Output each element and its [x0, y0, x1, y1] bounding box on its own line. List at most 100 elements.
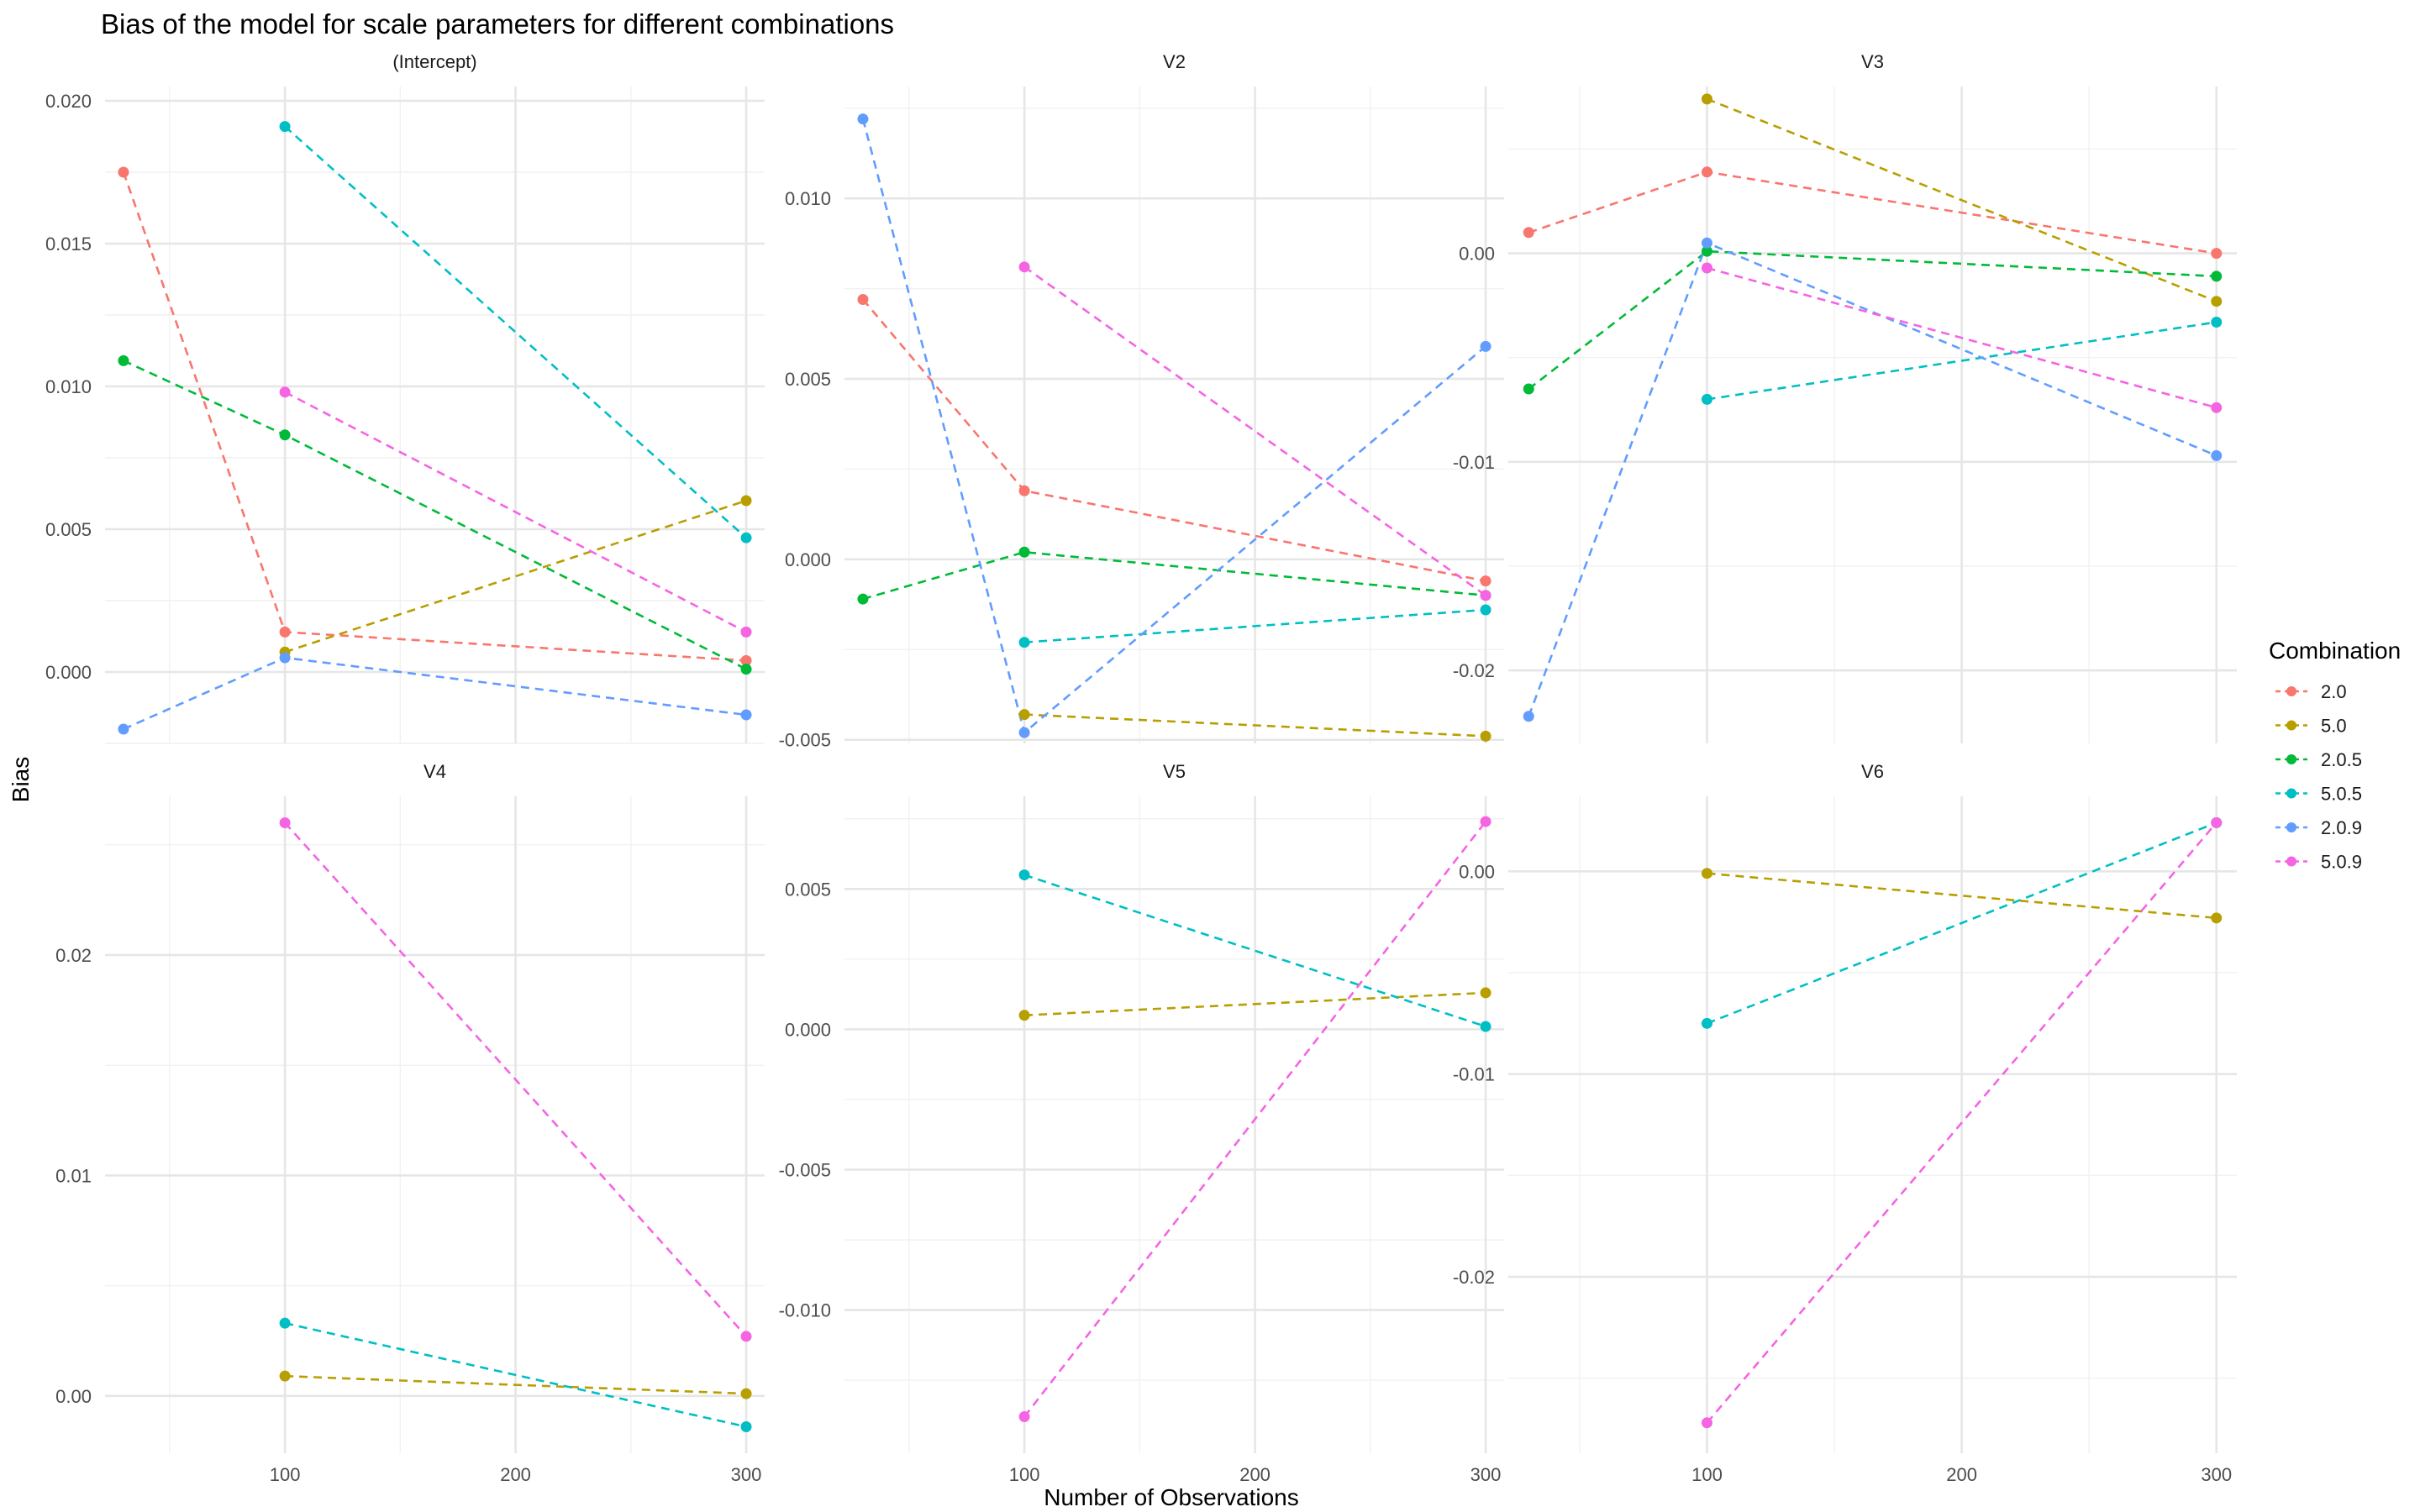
data-point-5-0-9	[1701, 1417, 1712, 1429]
y-tick-label: 0.010	[785, 188, 831, 209]
data-point-2-0	[1018, 485, 1030, 496]
panel-strip-label: V3	[1861, 51, 1884, 72]
data-point-5-0	[1018, 709, 1030, 721]
data-point-5-0	[1018, 1010, 1030, 1021]
legend-item-5-0-5: 5.0.5	[2275, 784, 2362, 805]
legend-label: 2.0	[2321, 681, 2347, 702]
series-line-5-0-5	[284, 125, 747, 539]
x-axis-title: Number of Observations	[1044, 1484, 1298, 1510]
series-line-2-0	[862, 298, 1486, 582]
legend-item-5-0: 5.0	[2275, 716, 2347, 737]
legend-label: 5.0.5	[2321, 784, 2362, 805]
y-tick-label: 0.000	[785, 1019, 831, 1040]
panel-v6: V6 -0.02 -0.01 0.00 100 200 300	[1453, 761, 2237, 1485]
data-point-5-0-5	[740, 532, 752, 543]
data-point-5-0-9	[1018, 1411, 1030, 1423]
series-line-5-0	[1707, 97, 2217, 302]
legend-key-point	[2286, 822, 2296, 832]
series-line-5-0-5	[1024, 608, 1486, 643]
panel-v3: V3 -0.02 -0.01 0.00	[1453, 51, 2237, 743]
data-point-2-0	[2211, 248, 2223, 260]
data-point-5-0	[2211, 296, 2223, 307]
data-point-5-0	[740, 495, 752, 507]
y-tick-label: 0.015	[45, 234, 92, 255]
y-axis-title: Bias	[8, 757, 34, 802]
legend-key-point	[2286, 788, 2296, 799]
legend-key-point	[2286, 686, 2296, 696]
data-point-5-0-5	[1480, 604, 1491, 616]
panel-v5: V5 -0.010 -0.005 0.000 0.005 100 200 300	[779, 761, 1504, 1485]
data-point-2-0-9	[1018, 727, 1030, 738]
series-line-5-0-9	[1707, 266, 2217, 409]
y-tick-label: 0.02	[55, 945, 92, 966]
data-point-5-0-5	[279, 121, 291, 133]
data-point-5-0	[1701, 93, 1712, 105]
legend-item-5-0-9: 5.0.9	[2275, 852, 2362, 873]
y-tick-label: 0.000	[785, 549, 831, 570]
series-line-5-0	[285, 1374, 747, 1395]
y-tick-label: -0.005	[779, 730, 831, 751]
data-point-2-0-9	[118, 723, 129, 735]
x-tick-label: 200	[1239, 1464, 1270, 1485]
legend-label: 2.0.5	[2321, 749, 2362, 770]
series-line-5-0-9	[284, 822, 747, 1337]
y-tick-label: -0.02	[1453, 660, 1495, 681]
data-point-2-0-5	[118, 354, 129, 366]
data-point-2-0-5	[2211, 270, 2223, 282]
data-point-2-0-9	[279, 652, 291, 664]
series-line-2-0-9	[123, 656, 747, 731]
y-tick-label: -0.01	[1453, 1064, 1495, 1085]
series-line-2-0	[122, 171, 747, 662]
y-tick-label: -0.005	[779, 1159, 831, 1180]
series-line-5-0-5	[284, 1321, 747, 1428]
data-point-5-0-5	[1018, 869, 1030, 881]
data-point-2-0-5	[1701, 245, 1712, 257]
panel-v4: V4 0.00 0.01 0.02 100 200 300	[55, 761, 765, 1485]
data-point-5-0	[1480, 987, 1491, 999]
data-point-2-0-9	[1701, 237, 1712, 249]
data-point-5-0-5	[1018, 637, 1030, 648]
data-point-2-0	[1701, 166, 1712, 178]
data-point-5-0	[2211, 912, 2223, 924]
series-line-2-0-5	[123, 360, 747, 670]
panel-strip-label: V2	[1163, 51, 1186, 72]
x-tick-label: 300	[2201, 1464, 2232, 1485]
series-line-2-0-5	[862, 550, 1486, 601]
y-tick-label: -0.02	[1453, 1267, 1495, 1288]
data-point-5-0-9	[279, 816, 291, 828]
data-point-2-0-5	[279, 429, 291, 441]
data-point-2-0	[118, 166, 129, 178]
data-point-2-0-9	[857, 113, 869, 125]
x-tick-label: 100	[1009, 1464, 1040, 1485]
data-point-2-0-9	[740, 709, 752, 721]
data-point-5-0-9	[1480, 590, 1491, 601]
data-point-5-0-9	[740, 1331, 752, 1342]
legend-item-2-0-5: 2.0.5	[2275, 749, 2362, 770]
y-tick-label: 0.00	[1459, 244, 1495, 265]
series-line-5-0-9	[1023, 265, 1486, 596]
data-point-2-0-5	[740, 664, 752, 675]
legend-label: 2.0.9	[2321, 817, 2362, 838]
y-tick-label: 0.00	[55, 1386, 92, 1407]
data-point-2-0-5	[857, 593, 869, 605]
series-line-5-0	[284, 499, 747, 654]
data-point-5-0-9	[2211, 402, 2223, 413]
panel-strip-label: V4	[424, 761, 446, 782]
legend-label: 5.0.9	[2321, 852, 2362, 873]
panel-strip-label: V6	[1861, 761, 1884, 782]
x-tick-label: 300	[1470, 1464, 1502, 1485]
panel-intercept: (Intercept) 0.000 0.005 0.010 0.015 0.020	[45, 51, 765, 744]
series-line-5-0-5	[1707, 321, 2217, 401]
legend-title: Combination	[2269, 638, 2401, 664]
data-point-2-0-9	[1480, 340, 1491, 352]
panel-strip-label: (Intercept)	[392, 51, 476, 72]
y-tick-label: 0.000	[45, 662, 92, 683]
legend-label: 5.0	[2321, 716, 2347, 737]
data-point-5-0	[1701, 868, 1712, 879]
data-point-5-0-9	[1701, 262, 1712, 274]
y-tick-label: 0.00	[1459, 861, 1495, 882]
series-line-5-0-5	[1023, 874, 1486, 1028]
panel-strip-label: V5	[1163, 761, 1186, 782]
data-point-2-0-9	[1523, 711, 1534, 722]
chart-title: Bias of the model for scale parameters f…	[101, 8, 894, 39]
